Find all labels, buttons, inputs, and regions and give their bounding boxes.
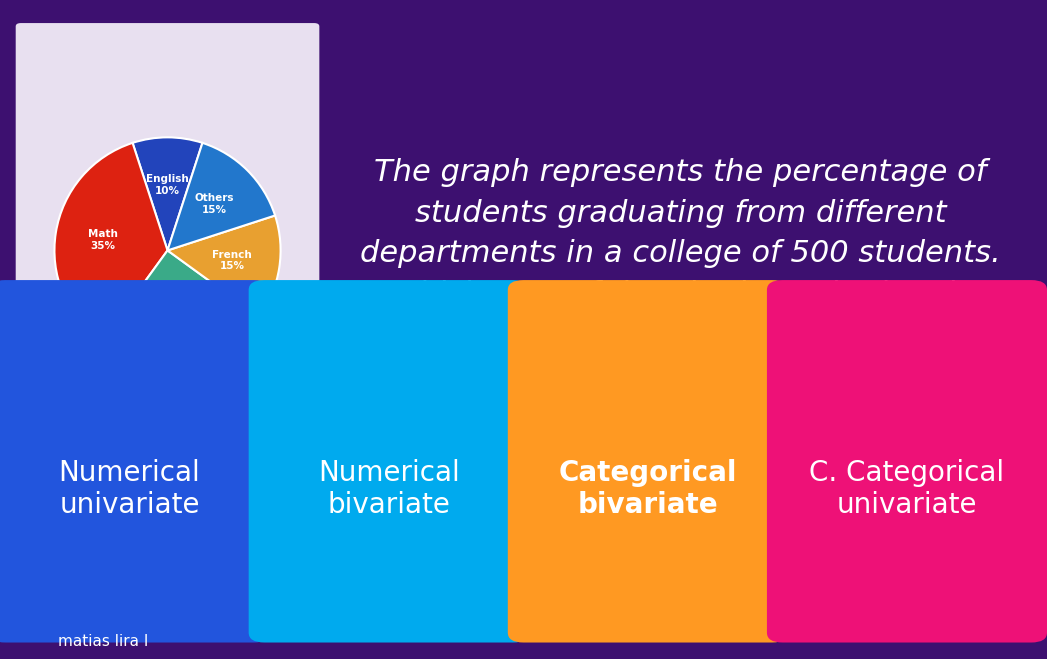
Wedge shape [168, 215, 281, 317]
Text: C. Categorical
univariate: C. Categorical univariate [809, 459, 1004, 519]
Text: Others
15%: Others 15% [194, 193, 233, 215]
Wedge shape [102, 250, 259, 364]
Text: Numerical
bivariate: Numerical bivariate [318, 459, 460, 519]
Text: Science
25%: Science 25% [155, 304, 200, 326]
Wedge shape [54, 143, 168, 342]
Text: matias lira I: matias lira I [58, 634, 148, 649]
Wedge shape [133, 137, 202, 250]
Wedge shape [168, 143, 275, 250]
Text: French
15%: French 15% [213, 250, 252, 272]
Text: English
10%: English 10% [147, 174, 188, 196]
Text: Numerical
univariate: Numerical univariate [59, 459, 200, 519]
Text: Math
35%: Math 35% [88, 229, 117, 251]
Text: The graph represents the percentage of
students graduating from different
depart: The graph represents the percentage of s… [360, 158, 1001, 349]
Text: Categorical
bivariate: Categorical bivariate [559, 459, 737, 519]
